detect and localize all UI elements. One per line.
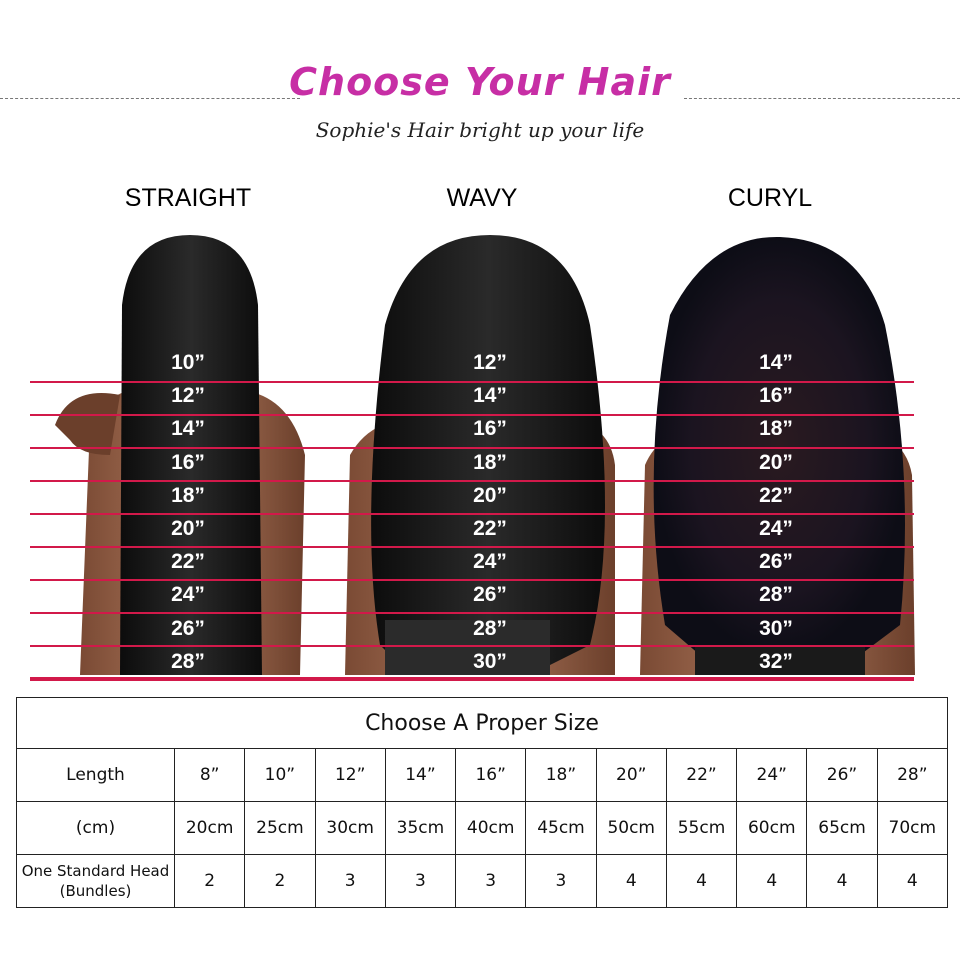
table-cell: 4 [806,854,878,908]
length-label: 22” [473,517,507,540]
length-label: 14” [473,384,507,408]
table-cell: 45cm [525,801,597,855]
length-label: 24” [171,583,205,607]
length-label: 28” [171,649,205,673]
row-label: Length [16,748,175,802]
measure-line [30,612,914,614]
row-label: One Standard Head (Bundles) [16,854,175,908]
length-label: 16” [759,384,793,408]
measure-line [30,645,914,647]
table-cell: 30cm [314,801,386,855]
style-label-curly: CURYL [727,184,813,212]
table-cell: 60cm [736,801,808,855]
length-label: 20” [759,450,793,474]
length-label: 14” [759,351,793,374]
length-label: 24” [759,517,793,540]
table-cell: 4 [595,854,667,908]
table-cell: 3 [384,854,457,908]
table-cell: 3 [525,854,597,908]
length-label: 26” [759,550,793,574]
length-label: 18” [171,483,205,507]
length-label: 12” [473,351,507,374]
table-cell: 22” [665,748,738,802]
page-subtitle: Sophie's Hair bright up your life [315,118,645,142]
length-label: 22” [759,483,793,507]
table-row: One Standard Head (Bundles) 2 2 3 3 3 3 4 4 4 4 4 [16,854,949,908]
measure-line [30,414,914,416]
length-label: 28” [473,616,507,640]
measure-line [30,677,914,681]
table-cell: 55cm [665,801,738,855]
table-cell: 4 [736,854,808,908]
table-cell: 16” [455,748,527,802]
length-label: 32” [759,649,793,673]
length-label: 26” [473,583,507,607]
table-cell: 4 [665,854,738,908]
length-label: 18” [759,417,793,441]
measure-line [30,480,914,482]
table-cell: 25cm [244,801,316,855]
table-cell: 40cm [455,801,527,855]
table-cell: 20” [595,748,667,802]
length-label: 30” [473,649,507,673]
table-cell: 35cm [384,801,457,855]
table-cell: 28” [876,748,949,802]
length-label: 20” [171,517,205,540]
style-label-straight: STRAIGHT [124,184,252,212]
length-label: 12” [171,384,205,408]
length-label: 24” [473,550,507,574]
table-cell: 10” [244,748,316,802]
table-row: (cm) 20cm 25cm 30cm 35cm 40cm 45cm 50cm 55cm 60cm… [16,801,949,855]
measure-line [30,381,914,383]
table-cell: 4 [876,854,949,908]
table-cell: 65cm [806,801,878,855]
length-label: 16” [473,417,507,441]
divider-right [684,98,960,99]
page-title: Choose Your Hair [289,60,671,104]
length-label: 28” [759,583,793,607]
length-label: 26” [171,616,205,640]
table-title: Choose A Proper Size [16,697,948,749]
table-cell: 70cm [876,801,949,855]
length-label: 18” [473,450,507,474]
table-cell: 3 [314,854,386,908]
table-cell: 50cm [595,801,667,855]
length-label: 14” [171,417,205,441]
table-cell: 12” [314,748,386,802]
length-label: 16” [171,450,205,474]
measure-line [30,546,914,548]
table-row: Length 8” 10” 12” 14” 16” 18” 20” 22” 24” 26” 28” [16,748,949,802]
table-cell: 26” [806,748,878,802]
table-cell: 14” [384,748,457,802]
table-cell: 18” [525,748,597,802]
table-cell: 2 [244,854,316,908]
divider-left [0,98,300,99]
table-cell: 20cm [173,801,246,855]
measure-line [30,447,914,449]
length-label: 10” [171,351,205,374]
table-cell: 2 [173,854,246,908]
length-label: 20” [473,483,507,507]
table-cell: 8” [173,748,246,802]
style-label-wavy: WAVY [446,184,518,212]
row-label: (cm) [16,801,175,855]
table-cell: 24” [736,748,808,802]
length-label: 30” [759,616,793,640]
measure-line [30,513,914,515]
measure-line [30,579,914,581]
length-label: 22” [171,550,205,574]
size-table: Choose A Proper Size Length 8” 10” 12” 14” 16… [16,697,949,908]
table-cell: 3 [455,854,527,908]
photo-straight [55,235,305,675]
